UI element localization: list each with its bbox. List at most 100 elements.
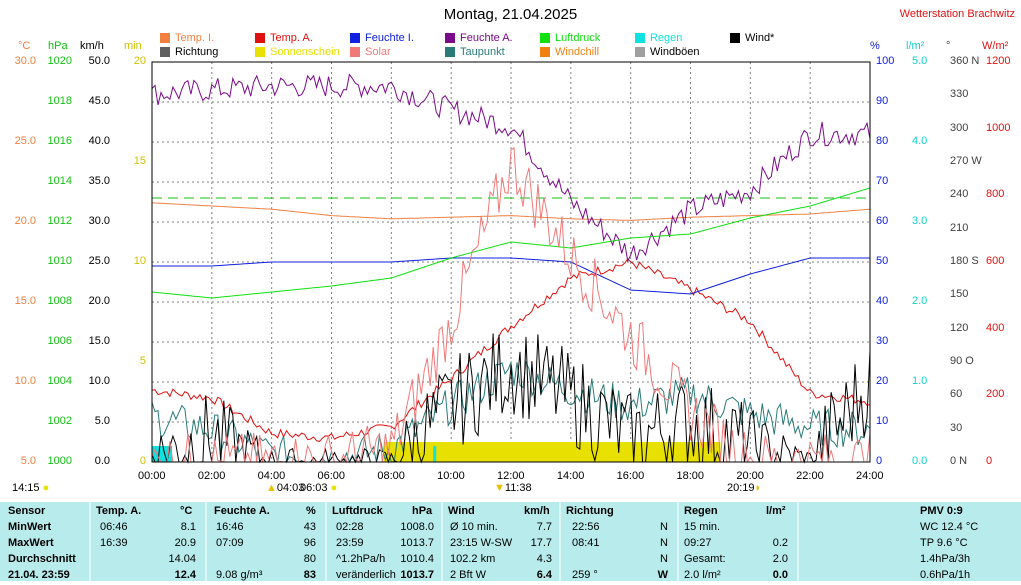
rain-tick-label: 3.0 [912,215,928,227]
humidity-tick-label: 30 [876,335,889,347]
legend-label: Windböen [650,46,700,58]
rain-tick-label: 2.0 [912,295,928,307]
direction-tick-label: 330 [950,88,969,101]
solar-tick-label: 400 [986,321,1005,334]
table-cell-wind-v: 4.3 [536,553,552,565]
header-wind: Wind [448,505,475,517]
time-tick-label: 08:00 [377,470,405,482]
station-name: Wetterstation Brachwitz [899,8,1015,20]
table-cell-press-t: ^1.2hPa/h [336,553,386,565]
weather-chart [151,61,871,464]
header-rain: Regen [684,505,718,517]
direction-tick-label: 150 [950,288,969,301]
table-cell-temp-v: 12.4 [174,569,196,581]
table-cell-hum-t: 07:09 [216,537,244,549]
humidity-tick-label: 10 [876,415,889,427]
table-cell-wind-t: 23:15 W-SW [450,537,513,549]
table-cell-wind-v: 7.7 [536,521,552,533]
table-cell-dir-t: 259 ° [572,569,598,581]
time-tick-label: 00:00 [138,470,166,482]
wind-tick-label: 15.0 [88,335,110,347]
table-cell-rain-t: 09:27 [684,537,712,549]
table-cell-pmv: WC 12.4 °C [920,521,979,533]
table-cell-hum-v: 83 [303,569,316,581]
header-temp-unit: °C [180,505,193,517]
time-tick-label: 22:00 [796,470,824,482]
time-tick-label: 06:00 [317,470,346,482]
solar-tick-label: 800 [986,188,1005,201]
table-cell-pmv: 0.6hPa/1h [920,569,971,581]
series-line-temp-i [151,202,871,221]
wind-tick-label: 40.0 [88,135,110,147]
temp-axis-unit: °C [18,40,31,52]
table-cell-wind-t: 2 Bft W [450,569,487,581]
legend-item: Luftdruck [540,32,600,44]
table-row: MaxWert 16:39 20.9 07:09 96 23:59 1013.7 23:15 … [0,537,1021,553]
wind-tick-label: 30.0 [88,215,110,227]
wind-tick-label: 0.0 [94,455,110,467]
series-line-temp-a [151,258,871,442]
pressure-tick-label: 1002 [47,415,72,427]
humidity-tick-label: 80 [876,135,889,147]
wind-axis-unit: km/h [80,40,104,52]
table-cell-rain-v: 0.0 [772,569,788,581]
legend-label: Windchill [555,46,600,58]
table-cell-hum-t: 9.08 g/m³ [216,569,263,581]
table-cell-press-v: 1013.7 [400,569,434,581]
series-line-feuchte-i [152,257,870,295]
direction-tick-label: 90 O [950,355,974,367]
legend-label: Taupunkt [460,46,505,58]
legend-label: Richtung [175,46,219,58]
legend-swatch [255,33,265,43]
legend-swatch [445,47,455,57]
legend-item: Wind* [730,32,774,44]
table-cell-press-t: veränderlich [336,569,396,581]
direction-tick-label: 120 [950,321,969,334]
header-humidity-unit: % [306,505,316,517]
table-cell-temp-v: 14.04 [168,553,196,565]
pressure-tick-label: 1004 [47,375,72,387]
temp-tick-label: 10.0 [14,375,36,387]
time-tick-label: 02:00 [197,470,226,482]
time-tick-label: 18:00 [676,470,705,482]
table-cell-wind-t: 102.2 km [450,553,496,565]
table-cell-pmv: 1.4hPa/3h [920,553,971,565]
pressure-tick-label: 1014 [47,175,72,187]
legend-label: Wind* [745,32,775,44]
legend-item: Windchill [540,46,599,58]
solar-axis-unit: W/m² [982,40,1009,52]
legend-swatch [635,47,645,57]
sunset-label: 20:19◗ [727,482,762,494]
plot-frame [151,61,871,463]
table-cell-dir-v: N [660,521,668,533]
humidity-tick-label: 20 [876,375,889,387]
direction-tick-label: 300 [950,121,969,134]
rain-tick-label: 5.0 [912,55,928,67]
wind-tick-label: 20.0 [88,295,110,307]
series-line-feuchte-a [151,73,871,263]
header-rain-unit: l/m² [766,505,786,517]
series-line-taupunkt [151,360,871,464]
legend-label: Temp. A. [270,32,313,44]
temp-tick-label: 15.0 [14,295,36,307]
table-cell-rain-t: 15 min. [684,521,721,533]
pressure-tick-label: 1006 [47,335,72,347]
humidity-tick-label: 100 [876,55,895,67]
pressure-tick-label: 1020 [47,55,72,67]
time-tick-label: 04:00 [257,470,286,482]
table-cell-dir-t: 08:41 [572,537,600,549]
sun-tick-label: 20 [133,55,146,67]
table-cell-hum-t: 16:46 [216,521,244,533]
legend-swatch [350,33,360,43]
solar-tick-label: 1000 [986,121,1011,134]
sun-tick-label: 5 [139,355,146,367]
sunrise2-label: 06:03 ● [300,482,338,494]
humidity-tick-label: 60 [876,215,889,227]
table-cell-hum-v: 80 [303,553,316,565]
solar-tick-label: 0 [986,455,993,467]
table-row: Durchschnitt 14.04 80 ^1.2hPa/h 1010.4 102.2 … [0,553,1021,569]
direction-tick-label: 180 S [950,255,979,267]
pressure-tick-label: 1018 [47,95,72,107]
wind-tick-label: 25.0 [88,255,110,267]
table-cell-wind-v: 17.7 [530,537,552,549]
